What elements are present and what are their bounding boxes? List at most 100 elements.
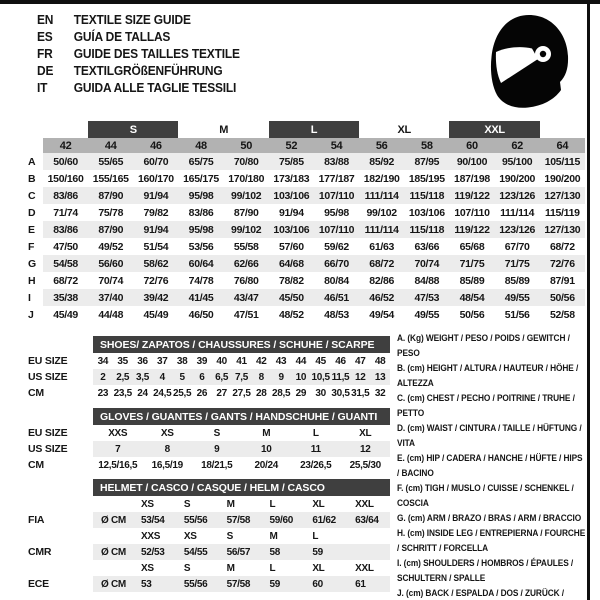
gloves-value: 18/21,5 — [201, 459, 233, 471]
shoes-value: 8 — [251, 369, 272, 385]
helmet-value — [347, 544, 390, 560]
group-empty-cell — [28, 121, 88, 138]
shoes-value: 27 — [216, 387, 227, 399]
measurement-value: 62/66 — [223, 255, 269, 272]
measurement-row: B 150/160 155/165 160/170 165/175 170/18… — [28, 170, 585, 187]
measurement-letter: I — [28, 291, 31, 304]
helmet-unit-label — [93, 496, 133, 512]
helmet-value: L — [269, 562, 276, 574]
helmet-standard-label: FIA — [28, 514, 45, 526]
measurement-value: 45/49 — [143, 308, 169, 321]
size-group-row: S M L XL XXL — [28, 121, 585, 138]
measurement-value: 107/110 — [454, 206, 490, 219]
measurement-value: 150/160 — [47, 172, 84, 185]
measurement-value: 72/76 — [539, 255, 585, 272]
helmet-row: XS S M L XL XXL — [28, 496, 390, 512]
helmet-value: 55/56 — [175, 512, 219, 528]
measurement-value: 82/86 — [369, 274, 395, 287]
measurement-letter: H — [28, 274, 36, 287]
measurement-value: 56/60 — [88, 255, 134, 272]
measurement-value: 49/55 — [494, 289, 540, 306]
shoes-value: 10,5 — [310, 369, 331, 385]
group-label-s: S — [88, 121, 179, 138]
measurement-value: 91/94 — [278, 206, 304, 219]
measurement-value: 68/72 — [359, 255, 405, 272]
measurement-value: 78/82 — [278, 274, 304, 287]
measurement-value: 71/75 — [494, 255, 540, 272]
title-text: TEXTILGRÖßENFÜHRUNG — [73, 63, 223, 78]
measurement-value: 47/51 — [233, 308, 259, 321]
language-code: IT — [37, 80, 48, 95]
measurement-value: 41/45 — [178, 289, 224, 306]
measurement-row: H 68/72 70/74 72/76 74/78 76/80 78/82 — [28, 272, 585, 289]
shoes-value: 44 — [295, 355, 307, 367]
shoes-value: 36 — [137, 355, 148, 367]
measurement-value: 70/74 — [98, 274, 124, 287]
measurement-value: 91/94 — [133, 187, 179, 204]
measurement-row: D 71/74 75/78 79/82 83/86 87/90 91/94 — [28, 204, 585, 221]
helmet-value: 61/62 — [304, 512, 348, 528]
measurement-value: 50/56 — [539, 289, 585, 306]
title-text: GUIDA ALLE TAGLIE TESSILI — [73, 80, 237, 95]
helmet-value: 59 — [261, 576, 305, 592]
size-column-header: 44 — [88, 138, 134, 153]
helmet-value: M — [226, 498, 235, 510]
legend-item: D. (cm) WAIST / CINTURA / TAILLE / HÜFTU… — [397, 423, 582, 449]
racing-helmet-icon — [490, 15, 569, 108]
measurement-value: 95/98 — [324, 206, 349, 219]
shoes-value: 46 — [335, 355, 346, 367]
shoes-value: 9 — [271, 369, 291, 385]
measurement-value: 105/115 — [539, 153, 585, 170]
helmet-value: 61 — [347, 576, 390, 592]
shoes-title: SHOES/ ZAPATOS / CHAUSSURES / SCHUHE / S… — [93, 336, 390, 353]
measurement-value: 115/119 — [545, 206, 580, 219]
group-label-xxl: XXL — [449, 121, 540, 138]
shoes-value: 24 — [137, 387, 148, 399]
helmet-value: 63/64 — [347, 512, 390, 528]
measurement-value: 39/42 — [133, 289, 179, 306]
size-column-header: 62 — [494, 138, 540, 153]
shoes-value: 11,5 — [330, 369, 351, 385]
measurement-value: 185/195 — [408, 172, 445, 185]
shoes-value: 40 — [216, 355, 227, 367]
measurement-value: 182/190 — [363, 172, 400, 185]
shoes-row-label: EU SIZE — [28, 355, 68, 367]
measurement-value: 67/70 — [504, 240, 530, 253]
language-code: EN — [37, 12, 54, 27]
measurement-value: 35/38 — [43, 289, 89, 306]
measurement-value: 45/50 — [268, 289, 314, 306]
measurement-value: 177/187 — [318, 172, 355, 185]
shoes-size-table: SHOES/ ZAPATOS / CHAUSSURES / SCHUHE / S… — [28, 336, 390, 401]
helmet-unit-label — [93, 528, 133, 544]
helmet-unit-label: Ø CM — [93, 576, 133, 592]
helmet-value: 59/60 — [261, 512, 305, 528]
measurement-value: 90/100 — [449, 153, 495, 170]
size-column-header: 58 — [404, 138, 450, 153]
measurement-value: 59/62 — [324, 240, 349, 253]
gloves-value: S — [213, 427, 221, 439]
measurement-value: 103/106 — [408, 206, 445, 219]
size-column-header: 46 — [133, 138, 179, 153]
measurement-value: 91/94 — [133, 221, 179, 238]
helmet-standard-label — [28, 528, 93, 544]
measurement-value: 74/78 — [188, 274, 214, 287]
helmet-value: 53 — [133, 576, 176, 592]
legend-item: E. (cm) HIP / CADERA / HANCHE / HÜFTE / … — [397, 453, 583, 479]
measurement-value: 55/58 — [233, 240, 259, 253]
helmet-unit-label — [93, 560, 133, 576]
shoes-value: 38 — [176, 355, 188, 367]
measurement-value: 127/130 — [539, 221, 585, 238]
measurement-value: 190/200 — [544, 172, 581, 185]
measurement-value: 71/74 — [53, 206, 78, 219]
shoes-value: 35 — [117, 355, 128, 367]
legend-item: A. (Kg) WEIGHT / PESO / POIDS / GEWITCH … — [397, 333, 570, 359]
gloves-value: 20/24 — [254, 459, 279, 471]
measurement-value: 53/56 — [188, 240, 214, 253]
measurement-value: 76/80 — [233, 274, 259, 287]
legend-item: B. (cm) HEIGHT / ALTURA / HAUTEUR / HÖHE… — [397, 363, 579, 389]
measurement-value: 46/51 — [313, 289, 360, 306]
gloves-title: GLOVES / GUANTES / GANTS / HANDSCHUHE / … — [93, 408, 390, 425]
measurement-value: 170/180 — [228, 172, 265, 185]
helmet-standard-label — [28, 496, 93, 512]
gloves-value: 12 — [340, 441, 390, 457]
